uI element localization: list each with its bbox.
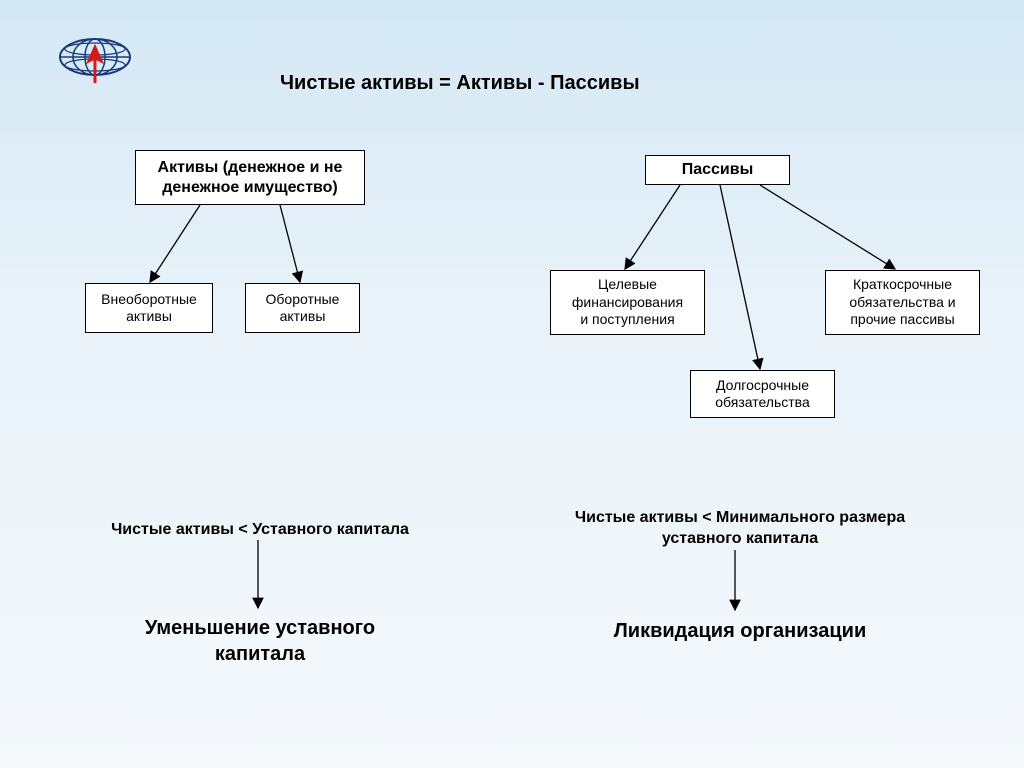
box-noncurrent-assets: Внеоборотные активы bbox=[85, 283, 213, 333]
label-condition-1: Чистые активы < Уставного капитала bbox=[90, 520, 430, 541]
label-condition-2: Чистые активы < Минимального размера уст… bbox=[530, 508, 950, 550]
box-passives: Пассивы bbox=[645, 155, 790, 185]
box-current-assets: Оборотные активы bbox=[245, 283, 360, 333]
globe-logo bbox=[55, 35, 135, 100]
box-longterm-liab: Долгосрочные обязательства bbox=[690, 370, 835, 418]
box-shortterm-liab: Краткосрочные обязательства и прочие пас… bbox=[825, 270, 980, 335]
diagram-title: Чистые активы = Активы - Пассивы bbox=[280, 72, 640, 95]
label-result-1: Уменьшение уставного капитала bbox=[110, 615, 410, 667]
label-result-2: Ликвидация организации bbox=[560, 618, 920, 644]
box-targeted-financing: Целевые финансирования и поступления bbox=[550, 270, 705, 335]
box-assets: Активы (денежное и не денежное имущество… bbox=[135, 150, 365, 205]
